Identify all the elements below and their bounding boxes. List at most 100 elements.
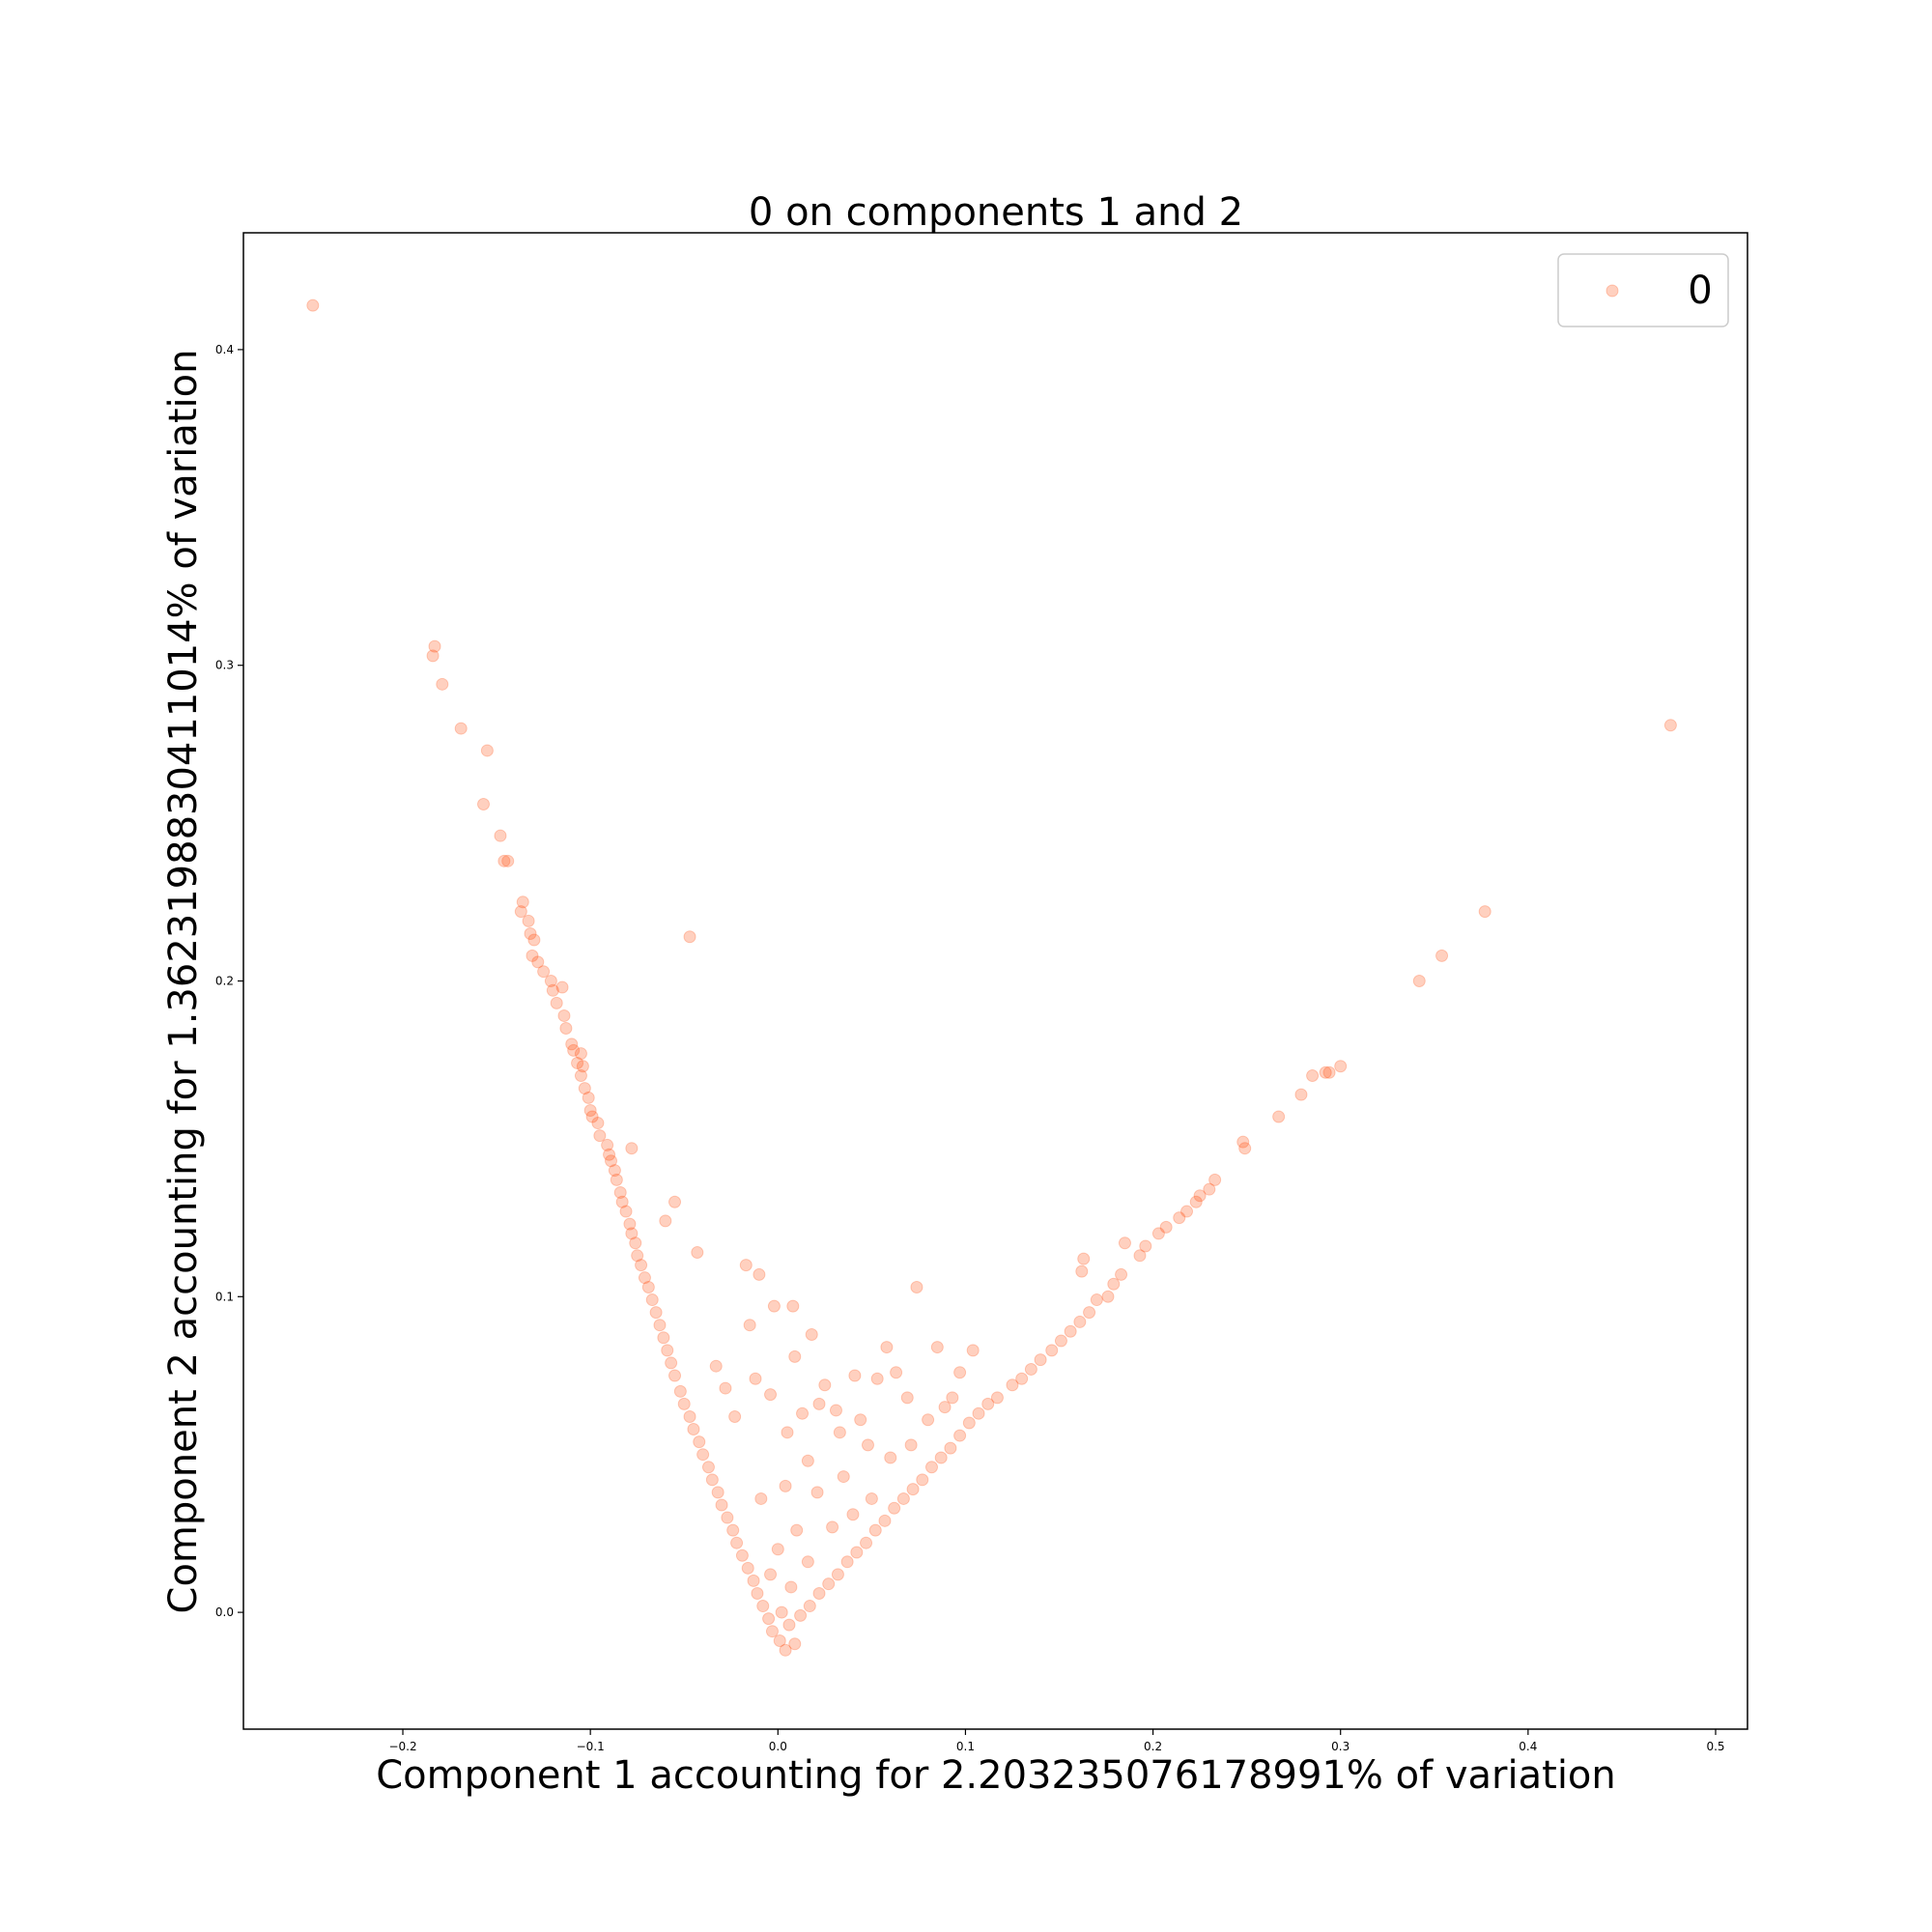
x-axis-label: Component 1 accounting for 2.20323507617… xyxy=(376,1753,1616,1798)
data-point xyxy=(1319,1065,1332,1079)
data-point xyxy=(623,1217,637,1231)
data-point xyxy=(878,1514,892,1527)
data-point xyxy=(831,1568,844,1581)
data-point xyxy=(771,1543,784,1556)
data-point xyxy=(1083,1306,1096,1320)
data-point xyxy=(779,1643,792,1657)
data-point xyxy=(629,1236,642,1250)
data-point xyxy=(693,1435,706,1449)
data-point xyxy=(605,1154,618,1168)
data-point xyxy=(683,1409,696,1423)
data-point xyxy=(625,1227,639,1240)
data-point xyxy=(649,1306,663,1320)
data-point xyxy=(1101,1290,1115,1303)
data-point xyxy=(1203,1182,1216,1196)
data-point xyxy=(781,1426,794,1439)
data-point xyxy=(775,1605,788,1619)
data-point xyxy=(1024,1362,1037,1376)
data-point xyxy=(494,829,507,842)
data-point xyxy=(865,1492,878,1505)
data-point xyxy=(1334,1060,1348,1073)
data-point xyxy=(870,1372,884,1385)
data-point xyxy=(436,677,449,691)
data-point xyxy=(730,1536,744,1549)
data-point xyxy=(739,1259,753,1272)
data-point xyxy=(1272,1110,1286,1123)
data-point xyxy=(711,1486,724,1499)
x-tick-label: 0.4 xyxy=(1519,1740,1537,1753)
data-point xyxy=(810,1486,824,1499)
data-point xyxy=(516,895,529,909)
data-point xyxy=(567,1043,581,1057)
data-point xyxy=(696,1448,710,1462)
data-point xyxy=(779,1479,792,1492)
chart-title: 0 on components 1 and 2 xyxy=(749,190,1243,235)
data-point xyxy=(1034,1353,1047,1367)
x-tick-label: 0.5 xyxy=(1706,1740,1724,1753)
data-point xyxy=(962,1416,976,1430)
data-point xyxy=(880,1341,894,1354)
data-point xyxy=(743,1319,756,1332)
y-axis-ticks: 0.0 0.1 0.2 0.3 0.4 xyxy=(215,343,243,1619)
data-point xyxy=(890,1366,903,1379)
data-point xyxy=(888,1501,901,1515)
data-point xyxy=(557,1009,571,1022)
data-point xyxy=(735,1548,749,1562)
data-point xyxy=(701,1461,715,1474)
data-point xyxy=(728,1409,742,1423)
y-tick-label: 0.1 xyxy=(215,1290,234,1303)
data-point xyxy=(860,1536,873,1549)
data-point xyxy=(981,1397,995,1410)
data-point xyxy=(1015,1372,1029,1385)
data-point xyxy=(550,996,563,1009)
data-point xyxy=(1139,1239,1152,1253)
data-point xyxy=(709,1359,723,1373)
data-point xyxy=(966,1344,980,1357)
data-point xyxy=(497,854,511,867)
data-point xyxy=(610,1173,623,1186)
data-point xyxy=(801,1454,814,1467)
data-point xyxy=(677,1397,691,1410)
data-point xyxy=(826,1520,839,1534)
data-point xyxy=(721,1511,734,1524)
data-point xyxy=(522,914,535,927)
data-point xyxy=(790,1523,804,1537)
data-point xyxy=(661,1344,674,1357)
data-point xyxy=(501,854,515,867)
data-point xyxy=(868,1523,882,1537)
data-point xyxy=(1054,1334,1067,1348)
data-point xyxy=(900,1391,914,1405)
data-point xyxy=(537,965,551,979)
data-point xyxy=(1173,1211,1186,1225)
data-point xyxy=(822,1577,836,1591)
data-point xyxy=(764,1388,778,1402)
data-point xyxy=(578,1082,591,1095)
data-point xyxy=(1478,905,1492,919)
data-point xyxy=(613,1185,627,1199)
data-point xyxy=(653,1319,667,1332)
data-point xyxy=(788,1350,802,1363)
data-point xyxy=(526,949,539,962)
data-point xyxy=(574,1069,587,1083)
data-point xyxy=(1064,1324,1077,1338)
data-point xyxy=(1322,1065,1336,1079)
legend-marker xyxy=(1605,284,1619,298)
data-point xyxy=(850,1546,864,1559)
data-point xyxy=(673,1384,687,1398)
data-point xyxy=(953,1429,967,1442)
data-point xyxy=(546,983,559,997)
data-point xyxy=(555,980,569,994)
data-point xyxy=(930,1341,944,1354)
x-tick-label: 0.0 xyxy=(769,1740,787,1753)
x-tick-label: −0.2 xyxy=(388,1740,416,1753)
data-point xyxy=(480,744,494,757)
x-tick-label: 0.3 xyxy=(1331,1740,1350,1753)
data-point xyxy=(715,1498,728,1512)
data-point xyxy=(454,722,468,735)
data-point xyxy=(608,1164,621,1178)
data-point xyxy=(1006,1378,1019,1392)
data-point xyxy=(638,1271,651,1285)
data-point xyxy=(934,1451,948,1464)
data-point xyxy=(576,1060,589,1073)
data-point xyxy=(749,1372,762,1385)
